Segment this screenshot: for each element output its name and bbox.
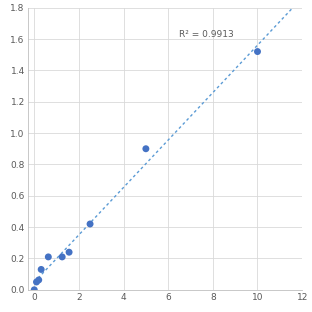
Point: [88, 222, 93, 227]
Point: [34, 280, 39, 285]
Point: [144, 146, 149, 151]
Point: [36, 277, 41, 282]
Point: [39, 267, 44, 272]
Text: R² = 0.9913: R² = 0.9913: [179, 30, 234, 39]
Point: [32, 287, 37, 292]
Point: [66, 250, 71, 255]
Point: [60, 254, 65, 259]
Point: [46, 254, 51, 259]
Point: [255, 49, 260, 54]
